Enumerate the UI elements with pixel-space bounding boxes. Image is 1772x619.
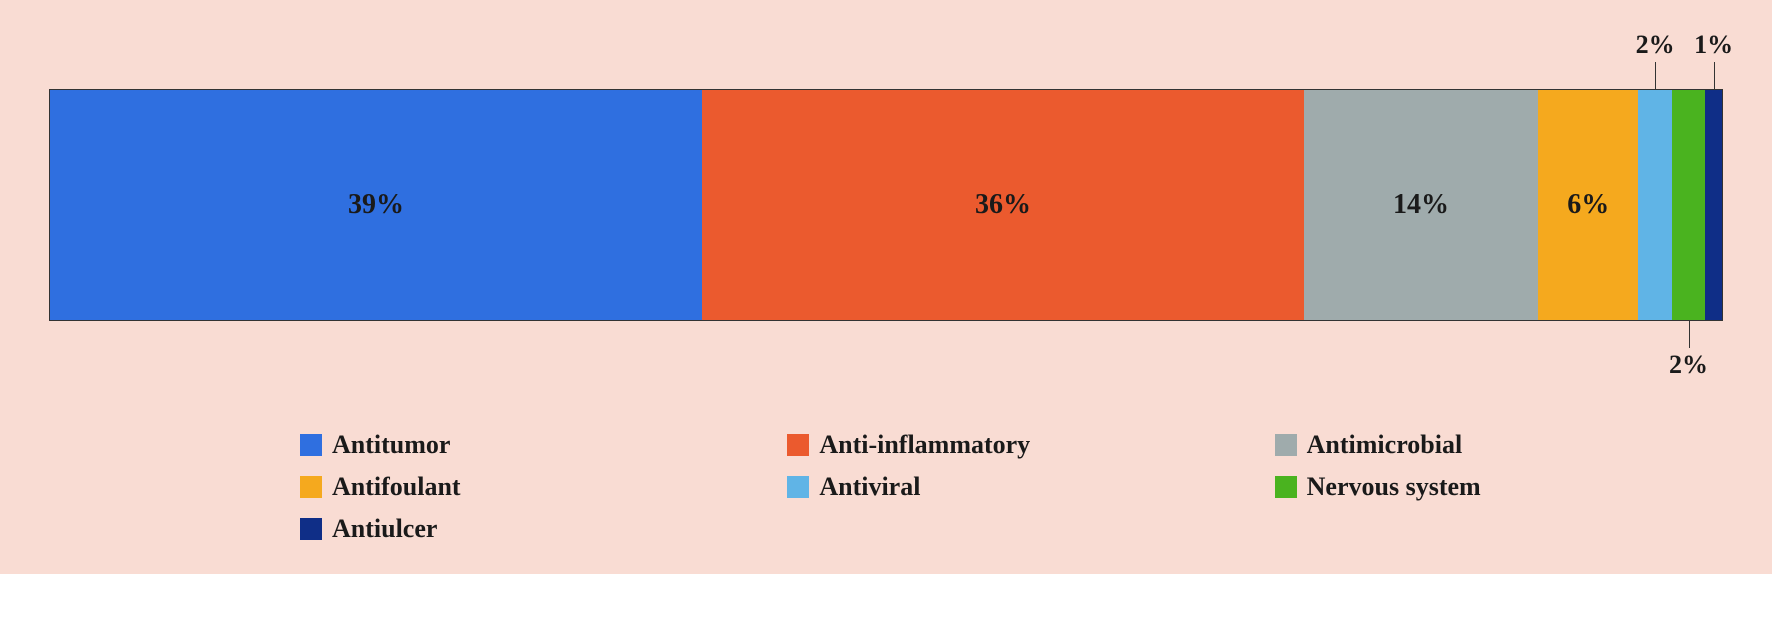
callout-line: [1655, 62, 1656, 90]
legend-item-nervous-system: Nervous system: [1275, 472, 1722, 502]
legend-item-antitumor: Antitumor: [300, 430, 747, 460]
legend: Antitumor Anti-inflammatory Antimicrobial A…: [50, 430, 1722, 544]
legend-label: Antimicrobial: [1307, 430, 1463, 460]
legend-item-antifoulant: Antifoulant: [300, 472, 747, 502]
segment-antitumor: 39%: [50, 90, 702, 320]
segment-nervous-system: [1672, 90, 1705, 320]
stacked-bar-chart: 2%1% 39%36%14%6% 2% AntitumorAnti-inflam…: [0, 0, 1772, 574]
legend-label: Nervous system: [1307, 472, 1481, 502]
legend-label: Antitumor: [332, 430, 450, 460]
segment-anti-inflammatory: 36%: [702, 90, 1304, 320]
callout-line: [1714, 62, 1715, 90]
legend-swatch: [1275, 434, 1297, 456]
bar-wrapper: 39% 36% 14% 6%: [50, 90, 1722, 320]
legend-label: Antiviral: [819, 472, 920, 502]
segment-label: 6%: [1567, 189, 1609, 221]
legend-swatch: [1275, 476, 1297, 498]
segment-label: 39%: [348, 189, 404, 221]
legend-label: Anti-inflammatory: [819, 430, 1030, 460]
legend-item-anti-inflammatory: Anti-inflammatory: [787, 430, 1234, 460]
legend-swatch: [300, 518, 322, 540]
callout-row-top: 2%1%: [50, 30, 1722, 90]
legend-label: Antifoulant: [332, 472, 461, 502]
legend-item-antiulcer: Antiulcer: [300, 514, 747, 544]
legend-swatch: [787, 434, 809, 456]
legend-label: Antiulcer: [332, 514, 437, 544]
legend-item-antimicrobial: Antimicrobial: [1275, 430, 1722, 460]
legend-swatch: [787, 476, 809, 498]
segment-label: 36%: [975, 189, 1031, 221]
stacked-bar: 39% 36% 14% 6%: [50, 90, 1722, 320]
legend-swatch: [300, 434, 322, 456]
segment-label: 14%: [1393, 189, 1449, 221]
callout-row-bottom: 2%: [50, 320, 1722, 380]
callout-label: 1%: [1694, 30, 1733, 60]
segment-antifoulant: 6%: [1538, 90, 1638, 320]
segment-antiulcer: [1705, 90, 1722, 320]
segment-antimicrobial: 14%: [1304, 90, 1538, 320]
legend-swatch: [300, 476, 322, 498]
segment-antiviral: [1638, 90, 1671, 320]
callout-label: 2%: [1669, 350, 1708, 380]
callout-label: 2%: [1636, 30, 1675, 60]
legend-item-antiviral: Antiviral: [787, 472, 1234, 502]
callout-line: [1689, 320, 1690, 348]
